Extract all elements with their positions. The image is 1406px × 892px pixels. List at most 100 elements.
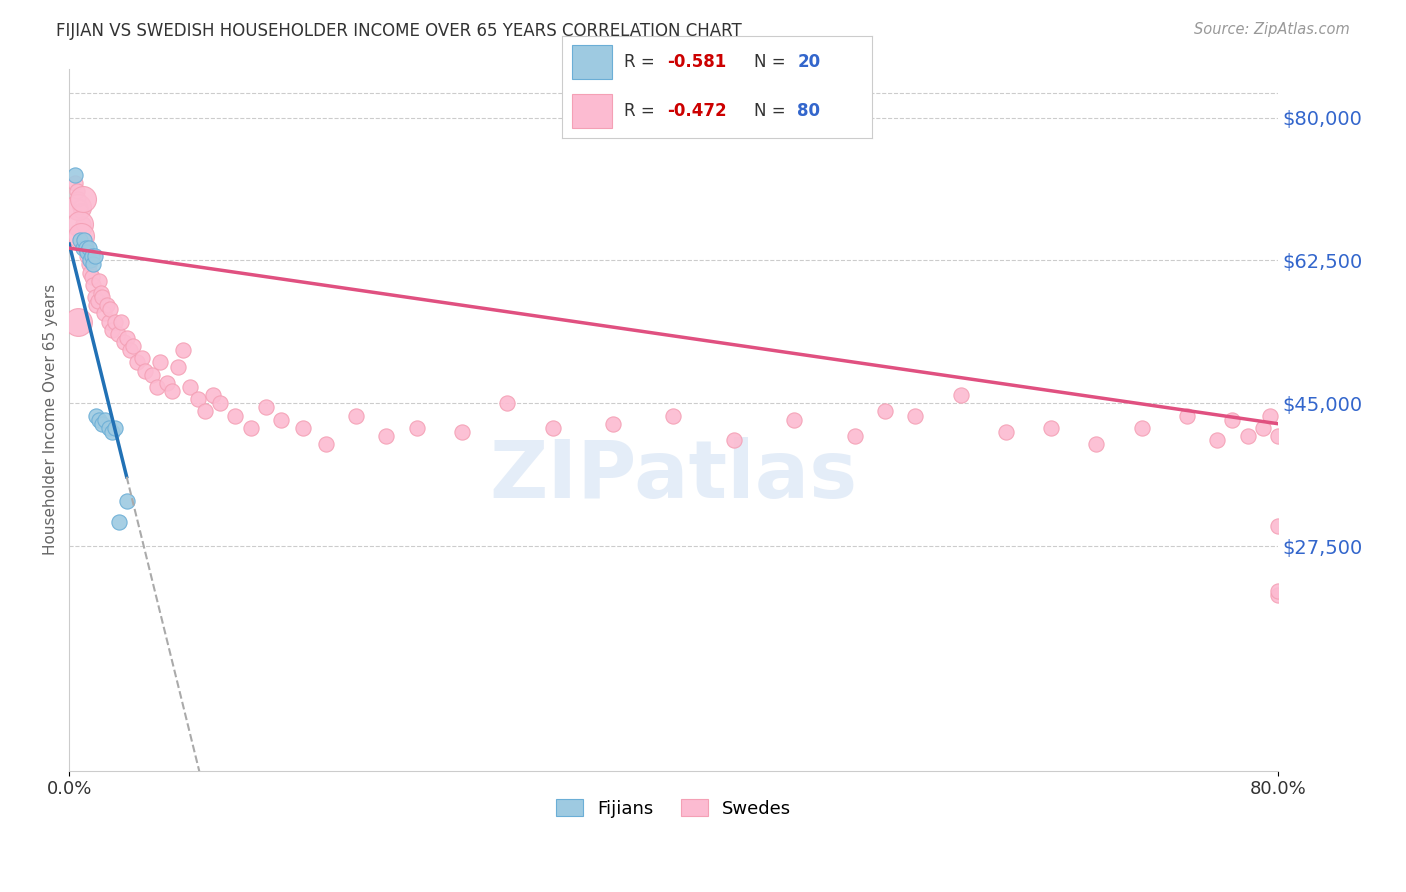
Point: [167, 359, 190, 374]
Point: [118, 343, 141, 358]
Text: N =: N =: [754, 102, 792, 120]
Point: [86, 409, 108, 423]
Point: [194, 404, 217, 418]
Point: [66, 184, 89, 198]
Point: [72, 192, 94, 206]
Text: FIJIAN VS SWEDISH HOUSEHOLDER INCOME OVER 65 YEARS CORRELATION CHART: FIJIAN VS SWEDISH HOUSEHOLDER INCOME OVE…: [56, 22, 742, 40]
Text: -0.472: -0.472: [668, 102, 727, 120]
Point: [67, 315, 90, 329]
Bar: [572, 45, 612, 78]
Point: [70, 204, 93, 219]
Point: [160, 384, 183, 398]
Point: [1040, 421, 1063, 435]
Point: [1258, 409, 1281, 423]
Point: [292, 421, 315, 435]
Point: [994, 425, 1017, 439]
Point: [79, 266, 101, 280]
Point: [72, 241, 94, 255]
Point: [100, 425, 122, 439]
Point: [80, 269, 103, 284]
Point: [100, 323, 122, 337]
Point: [73, 233, 96, 247]
Text: 20: 20: [797, 53, 821, 70]
Point: [187, 392, 209, 407]
Point: [89, 412, 111, 426]
Point: [67, 200, 90, 214]
Point: [65, 176, 87, 190]
Point: [172, 343, 194, 358]
Point: [107, 326, 129, 341]
Point: [67, 192, 90, 206]
Point: [1222, 412, 1244, 426]
Point: [602, 417, 624, 431]
Point: [783, 412, 806, 426]
Point: [127, 355, 149, 369]
Point: [149, 355, 172, 369]
Point: [315, 437, 337, 451]
Point: [73, 233, 96, 247]
Point: [97, 315, 120, 329]
Point: [1175, 409, 1198, 423]
Point: [77, 257, 100, 271]
Point: [82, 257, 104, 271]
Point: [134, 363, 156, 377]
Point: [1206, 433, 1229, 447]
Point: [80, 249, 103, 263]
Point: [405, 421, 427, 435]
Point: [209, 396, 232, 410]
Point: [84, 249, 107, 263]
Text: N =: N =: [754, 53, 792, 70]
Point: [904, 409, 927, 423]
Point: [112, 334, 135, 349]
Point: [949, 388, 972, 402]
Point: [239, 421, 262, 435]
Point: [84, 290, 107, 304]
Point: [844, 429, 866, 443]
Point: [82, 277, 104, 292]
Point: [94, 412, 117, 426]
Point: [873, 404, 896, 418]
Point: [1267, 584, 1289, 599]
Point: [1267, 518, 1289, 533]
Point: [662, 409, 685, 423]
Point: [76, 249, 98, 263]
Point: [90, 286, 112, 301]
Text: 80: 80: [797, 102, 821, 120]
Point: [1085, 437, 1108, 451]
Point: [77, 241, 100, 255]
Point: [254, 401, 277, 415]
Point: [146, 380, 169, 394]
Point: [79, 253, 101, 268]
Point: [98, 302, 121, 317]
Point: [541, 421, 564, 435]
Legend: Fijians, Swedes: Fijians, Swedes: [548, 792, 799, 825]
Point: [496, 396, 519, 410]
Point: [96, 298, 118, 312]
Text: R =: R =: [624, 53, 661, 70]
Bar: [572, 95, 612, 128]
Point: [224, 409, 246, 423]
Text: -0.581: -0.581: [668, 53, 727, 70]
Point: [179, 380, 201, 394]
Point: [108, 515, 131, 529]
Point: [72, 217, 94, 231]
Point: [75, 237, 97, 252]
Point: [141, 368, 163, 382]
Point: [70, 228, 93, 243]
Point: [91, 417, 114, 431]
Point: [121, 339, 143, 353]
Point: [87, 294, 110, 309]
Point: [86, 298, 108, 312]
Text: Source: ZipAtlas.com: Source: ZipAtlas.com: [1194, 22, 1350, 37]
Point: [156, 376, 179, 390]
Point: [270, 412, 292, 426]
Point: [69, 200, 91, 214]
Point: [103, 421, 125, 435]
Point: [75, 241, 97, 255]
Point: [89, 274, 111, 288]
Point: [1267, 588, 1289, 602]
Point: [91, 290, 114, 304]
Text: R =: R =: [624, 102, 661, 120]
Point: [451, 425, 474, 439]
Point: [69, 217, 91, 231]
